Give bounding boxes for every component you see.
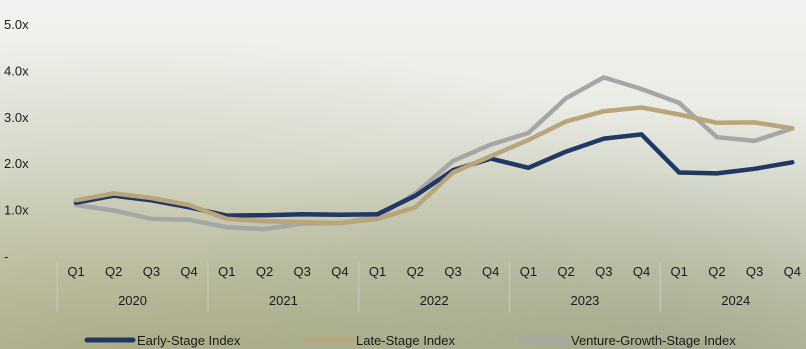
series-group	[73, 75, 795, 232]
x-tick-quarter: Q1	[218, 264, 235, 279]
legend: Early-Stage Index Late-Stage Index Venture…	[84, 333, 736, 348]
x-tick-quarter: Q3	[595, 264, 612, 279]
series-line-venture-growth-stage-index	[73, 75, 795, 232]
series-line-late-stage-index	[73, 105, 795, 226]
x-tick-quarter: Q2	[407, 264, 424, 279]
x-tick-quarter: Q4	[180, 264, 197, 279]
x-tick-year: 2021	[269, 293, 298, 308]
y-tick-label: 5.0x	[4, 17, 29, 32]
x-tick-quarter: Q4	[784, 264, 801, 279]
x-axis: Q1 Q2 Q3 Q4 Q1 Q2 Q3 Q4 Q1 Q2 Q3 Q4 Q1 Q2 Q3 Q4 Q1 Q2 Q3 Q4…	[56, 262, 801, 312]
y-tick-label: 4.0x	[4, 63, 29, 78]
legend-label: Early-Stage Index	[137, 333, 241, 348]
x-tick-quarter: Q1	[671, 264, 688, 279]
y-tick-label: -	[4, 249, 8, 264]
y-tick-label: 2.0x	[4, 156, 29, 171]
x-tick-year: 2023	[570, 293, 599, 308]
x-tick-year: 2022	[420, 293, 449, 308]
x-tick-quarter: Q1	[67, 264, 84, 279]
x-tick-quarter: Q3	[444, 264, 461, 279]
x-tick-quarter: Q1	[520, 264, 537, 279]
x-tick-year: 2024	[721, 293, 750, 308]
x-tick-quarter: Q2	[557, 264, 574, 279]
x-tick-quarter: Q3	[746, 264, 763, 279]
legend-label: Late-Stage Index	[356, 333, 456, 348]
x-tick-quarter: Q4	[482, 264, 499, 279]
x-tick-quarter: Q2	[105, 264, 122, 279]
x-tick-quarter: Q4	[331, 264, 348, 279]
x-tick-quarter: Q2	[256, 264, 273, 279]
x-tick-quarter: Q1	[369, 264, 386, 279]
x-tick-year: 2020	[118, 293, 147, 308]
y-axis: - 1.0x 2.0x 3.0x 4.0x 5.0x	[4, 17, 29, 264]
x-tick-quarter: Q2	[708, 264, 725, 279]
legend-label: Venture-Growth-Stage Index	[571, 333, 736, 348]
y-tick-label: 3.0x	[4, 110, 29, 125]
x-tick-quarter: Q3	[294, 264, 311, 279]
x-tick-quarter: Q3	[143, 264, 160, 279]
x-tick-quarter: Q4	[633, 264, 650, 279]
y-tick-label: 1.0x	[4, 203, 29, 218]
